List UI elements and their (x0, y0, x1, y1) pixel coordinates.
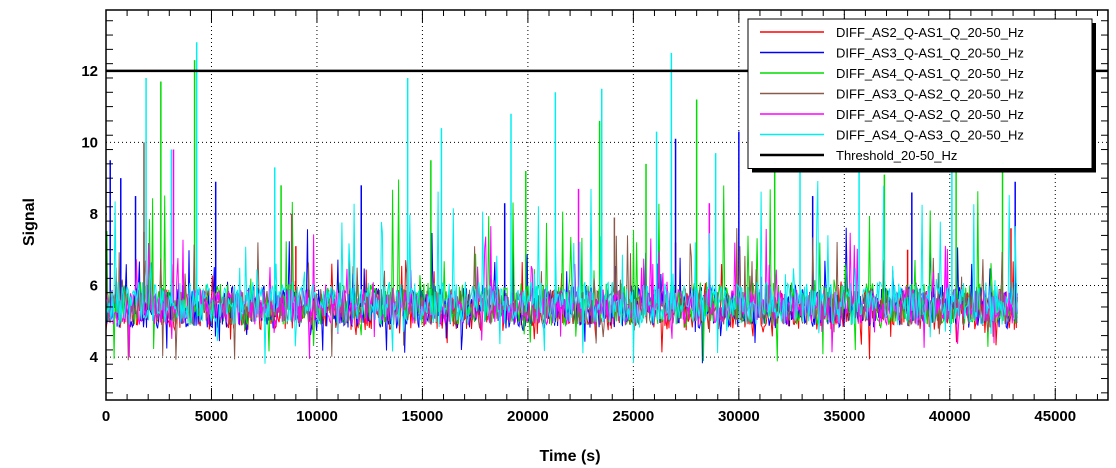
plot-frame (105, 9, 1109, 401)
x-tick-labels: 0 5000 10000 15000 20000 25000 30000 35000 40000… (102, 408, 1076, 425)
x-tick-label: 5000 (195, 408, 228, 425)
legend-label: DIFF_AS3_Q-AS1_Q_20-50_Hz (836, 46, 1024, 61)
legend-label: DIFF_AS4_Q-AS2_Q_20-50_Hz (836, 107, 1024, 122)
series-layer (105, 42, 1108, 364)
plot-border (105, 9, 1109, 401)
x-tick-label: 35000 (823, 408, 865, 425)
legend-label: DIFF_AS2_Q-AS1_Q_20-50_Hz (836, 25, 1024, 40)
y-tick-label: 6 (90, 278, 98, 295)
x-tick-label: 10000 (296, 408, 338, 425)
series-line-diff-as4-q-as3-q-20-50-hz (105, 180, 1018, 364)
y-tick-label: 10 (81, 134, 98, 151)
y-tick-labels: 4 6 8 10 12 (81, 63, 98, 366)
legend-label: DIFF_AS4_Q-AS1_Q_20-50_Hz (836, 66, 1024, 81)
y-tick-label: 12 (81, 63, 98, 80)
y-axis-title: Signal (21, 198, 38, 246)
series-line-diff-as4-q-as1-q-20-50-hz (105, 179, 1018, 362)
x-tick-label: 40000 (929, 408, 971, 425)
x-tick-label: 20000 (507, 408, 549, 425)
x-tick-label: 0 (102, 408, 110, 425)
y-tick-label: 4 (90, 349, 99, 366)
x-axis-title: Time (s) (539, 448, 600, 465)
axis-ticks (105, 10, 1108, 400)
x-tick-label: 30000 (718, 408, 760, 425)
legend-label: Threshold_20-50_Hz (836, 148, 957, 163)
x-tick-label: 25000 (613, 408, 655, 425)
y-tick-label: 8 (90, 206, 98, 223)
legend: DIFF_AS2_Q-AS1_Q_20-50_Hz DIFF_AS3_Q-AS1_… (747, 18, 1096, 173)
legend-label: DIFF_AS4_Q-AS3_Q_20-50_Hz (836, 128, 1024, 143)
x-tick-label: 45000 (1034, 408, 1076, 425)
x-tick-label: 15000 (402, 408, 444, 425)
legend-label: DIFF_AS3_Q-AS2_Q_20-50_Hz (836, 87, 1024, 102)
